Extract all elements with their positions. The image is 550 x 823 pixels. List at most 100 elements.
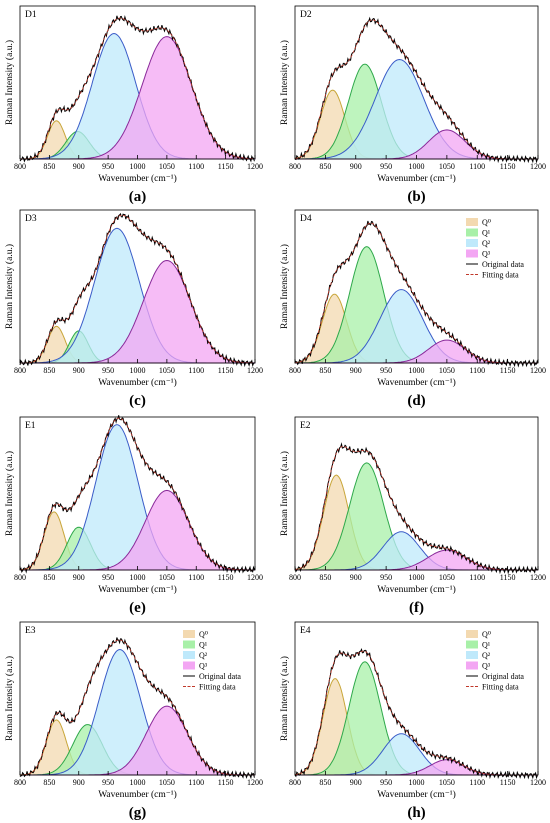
x-tick-label: 850 bbox=[319, 573, 331, 582]
x-tick-label: 800 bbox=[14, 573, 26, 582]
legend-label-q2: Q² bbox=[482, 651, 491, 660]
x-tick-label: 1200 bbox=[530, 573, 546, 582]
chart-panel-4: 800 850 900 950 1000 1050 1100 1150 1200 Wavenumb… bbox=[279, 209, 546, 409]
legend-label-q3: Q³ bbox=[482, 662, 491, 671]
legend-label-q0: Q⁰ bbox=[482, 218, 491, 227]
panel-label: (c) bbox=[129, 393, 146, 409]
x-tick-label: 850 bbox=[43, 366, 55, 375]
panel-label: (a) bbox=[129, 189, 147, 205]
x-axis-label: Wavenumber (cm⁻¹) bbox=[98, 173, 177, 184]
fitting-data-line bbox=[294, 19, 538, 160]
original-data-line bbox=[19, 212, 255, 368]
x-tick-label: 1050 bbox=[159, 162, 175, 171]
y-axis-label: Raman Intensity (a.u.) bbox=[279, 244, 290, 329]
x-tick-label: 950 bbox=[102, 778, 114, 787]
legend-label-fitting: Fitting data bbox=[482, 271, 519, 280]
x-tick-label: 1000 bbox=[130, 778, 146, 787]
panel-label: (g) bbox=[129, 805, 147, 821]
sample-title: E1 bbox=[25, 421, 36, 431]
x-tick-label: 900 bbox=[73, 366, 85, 375]
y-axis-label: Raman Intensity (a.u.) bbox=[4, 40, 15, 125]
x-tick-label: 800 bbox=[289, 162, 301, 171]
legend-label-fitting: Fitting data bbox=[482, 683, 519, 692]
x-tick-label: 800 bbox=[14, 366, 26, 375]
legend-swatch-q0 bbox=[466, 218, 478, 226]
panel-label: (h) bbox=[407, 805, 425, 821]
x-tick-label: 1050 bbox=[439, 573, 455, 582]
chart-panel-3: 800 850 900 950 1000 1050 1100 1150 1200 Wavenumb… bbox=[4, 209, 263, 409]
x-tick-label: 1200 bbox=[247, 162, 263, 171]
x-tick-label: 1200 bbox=[530, 778, 546, 787]
x-tick-label: 800 bbox=[289, 573, 301, 582]
panel-label: (d) bbox=[407, 393, 425, 409]
panel-label: (f) bbox=[409, 600, 424, 616]
x-tick-label: 850 bbox=[43, 162, 55, 171]
x-tick-label: 850 bbox=[43, 778, 55, 787]
sample-title: D4 bbox=[300, 214, 312, 224]
legend-label-q1: Q¹ bbox=[482, 229, 491, 238]
x-tick-label: 950 bbox=[380, 366, 392, 375]
x-tick-label: 950 bbox=[380, 573, 392, 582]
x-tick-label: 1050 bbox=[159, 366, 175, 375]
legend-label-q0: Q⁰ bbox=[482, 630, 491, 639]
x-tick-label: 1050 bbox=[159, 573, 175, 582]
x-axis-label: Wavenumber (cm⁻¹) bbox=[377, 584, 456, 595]
x-tick-label: 1150 bbox=[500, 366, 516, 375]
x-tick-label: 800 bbox=[289, 778, 301, 787]
original-data-line bbox=[294, 442, 538, 575]
legend-label-fitting: Fitting data bbox=[199, 683, 236, 692]
x-tick-label: 1100 bbox=[469, 366, 485, 375]
x-tick-label: 1100 bbox=[469, 778, 485, 787]
x-tick-label: 800 bbox=[14, 778, 26, 787]
original-data-line bbox=[294, 647, 538, 780]
x-tick-label: 800 bbox=[14, 162, 26, 171]
legend-swatch-q3 bbox=[466, 249, 478, 258]
y-axis-label: Raman Intensity (a.u.) bbox=[4, 244, 15, 329]
x-tick-label: 1000 bbox=[409, 366, 425, 375]
x-tick-label: 1150 bbox=[500, 162, 516, 171]
x-tick-label: 1150 bbox=[218, 778, 234, 787]
x-tick-label: 1150 bbox=[500, 778, 516, 787]
x-tick-label: 850 bbox=[319, 162, 331, 171]
legend-label-q2: Q² bbox=[199, 651, 208, 660]
x-axis-label: Wavenumber (cm⁻¹) bbox=[377, 789, 456, 800]
x-tick-label: 1050 bbox=[159, 778, 175, 787]
chart-panel-2: 800 850 900 950 1000 1050 1100 1150 1200 Wavenumb… bbox=[279, 5, 546, 205]
fitting-data-line bbox=[20, 214, 255, 364]
sample-title: E2 bbox=[300, 421, 311, 431]
panel-label: (b) bbox=[407, 189, 425, 205]
chart-panel-6: 800 850 900 950 1000 1050 1100 1150 1200 Wavenumb… bbox=[279, 416, 546, 616]
x-tick-label: 1050 bbox=[439, 778, 455, 787]
x-tick-label: 1200 bbox=[247, 573, 263, 582]
x-tick-label: 850 bbox=[319, 778, 331, 787]
original-data-line bbox=[19, 415, 255, 574]
legend-label-q0: Q⁰ bbox=[199, 630, 208, 639]
fitting-data-line bbox=[20, 639, 255, 776]
x-tick-label: 800 bbox=[289, 366, 301, 375]
x-tick-label: 1100 bbox=[469, 162, 485, 171]
x-tick-label: 900 bbox=[73, 573, 85, 582]
x-tick-label: 950 bbox=[102, 366, 114, 375]
x-tick-label: 950 bbox=[102, 573, 114, 582]
x-tick-label: 900 bbox=[73, 162, 85, 171]
legend-label-original: Original data bbox=[482, 260, 524, 269]
x-tick-label: 950 bbox=[102, 162, 114, 171]
sample-title: E4 bbox=[300, 626, 311, 636]
x-tick-label: 900 bbox=[350, 573, 362, 582]
x-axis-label: Wavenumber (cm⁻¹) bbox=[98, 789, 177, 800]
chart-panel-5: 800 850 900 950 1000 1050 1100 1150 1200 Wavenumb… bbox=[4, 415, 263, 616]
x-tick-label: 1000 bbox=[409, 573, 425, 582]
x-tick-label: 1200 bbox=[247, 366, 263, 375]
y-axis-label: Raman Intensity (a.u.) bbox=[279, 656, 290, 741]
legend-swatch-q2 bbox=[466, 651, 478, 659]
x-tick-label: 1000 bbox=[130, 366, 146, 375]
original-data-line bbox=[294, 16, 538, 164]
x-tick-label: 1200 bbox=[530, 366, 546, 375]
x-tick-label: 900 bbox=[350, 778, 362, 787]
x-tick-label: 1000 bbox=[409, 778, 425, 787]
panel-label: (e) bbox=[129, 600, 146, 616]
y-axis-label: Raman Intensity (a.u.) bbox=[279, 40, 290, 125]
legend-label-q3: Q³ bbox=[199, 662, 208, 671]
chart-panel-1: 800 850 900 950 1000 1050 1100 1150 1200 Wavenumb… bbox=[4, 5, 263, 205]
